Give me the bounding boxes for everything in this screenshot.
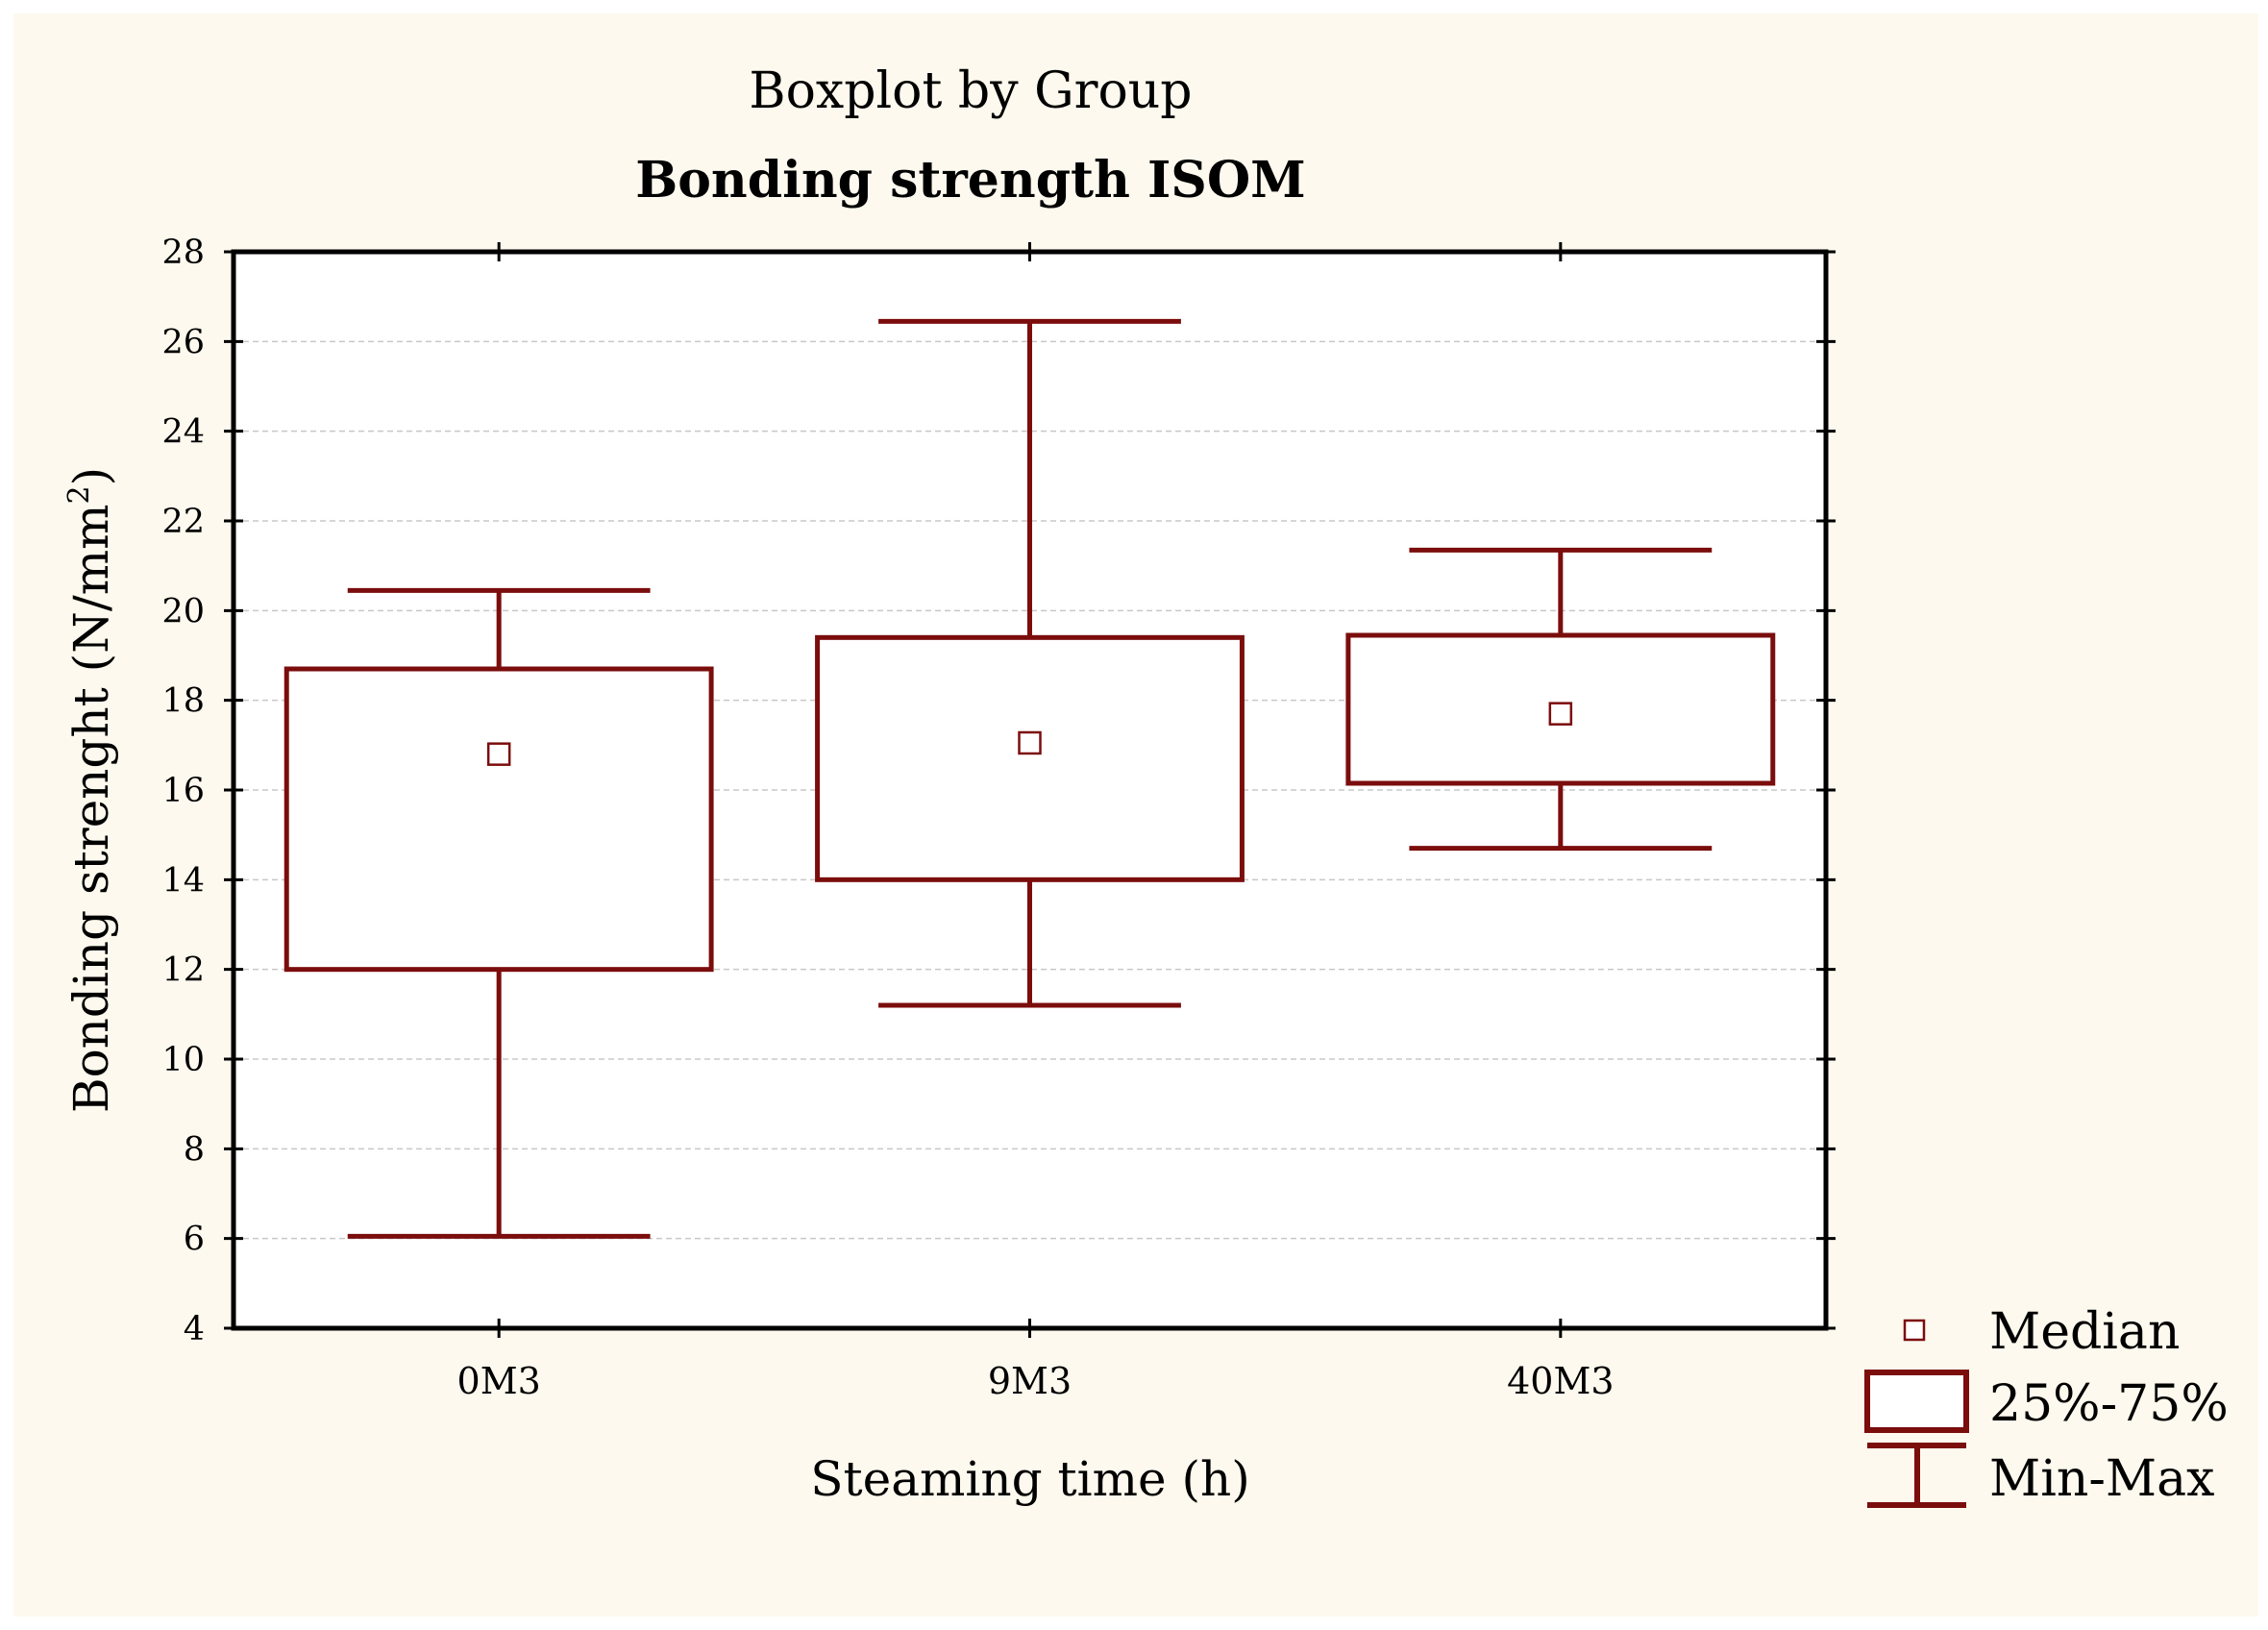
y-tick-labels: 4 6 8 10 12 14 16 18 20 22 24 26 28 bbox=[161, 234, 205, 1348]
y-axis-title-superscript: 2 bbox=[62, 485, 96, 504]
y-tick-label: 24 bbox=[161, 413, 205, 452]
plot-frame bbox=[231, 249, 1829, 1331]
y-tick-label: 28 bbox=[161, 234, 205, 272]
legend-box-swatch bbox=[1864, 1370, 1969, 1433]
chart-subtitle: Bonding strength ISOM bbox=[635, 151, 1305, 210]
median-marker bbox=[1548, 702, 1573, 726]
legend-median-marker bbox=[1903, 1319, 1926, 1342]
chart-title: Boxplot by Group bbox=[749, 62, 1192, 120]
median-marker bbox=[486, 742, 511, 766]
x-tick-labels: 0M3 9M3 40M3 bbox=[457, 1360, 1615, 1402]
boxplot-series bbox=[284, 318, 1776, 1239]
y-axis-title-main: Bonding strenght (N/mm bbox=[63, 504, 119, 1113]
box-group-0M3 bbox=[284, 587, 714, 1239]
y-tick-label: 10 bbox=[161, 1041, 205, 1079]
x-axis-title: Steaming time (h) bbox=[810, 1451, 1249, 1507]
box-group-9M3 bbox=[815, 318, 1245, 1008]
x-tick-label: 0M3 bbox=[457, 1360, 541, 1402]
legend-label-quartiles: 25%-75% bbox=[1989, 1375, 2229, 1433]
y-axis-title: Bonding strenght (N/mm2) bbox=[62, 467, 119, 1113]
y-tick-label: 12 bbox=[161, 951, 205, 990]
box-group-40M3 bbox=[1345, 547, 1776, 852]
y-tick-label: 16 bbox=[161, 772, 205, 810]
legend-label-median: Median bbox=[1989, 1303, 2180, 1361]
y-tick-label: 26 bbox=[161, 323, 205, 361]
y-tick-label: 20 bbox=[161, 592, 205, 630]
y-tick-label: 8 bbox=[184, 1130, 205, 1169]
y-axis-title-end: ) bbox=[63, 467, 119, 486]
median-marker bbox=[1018, 730, 1042, 755]
y-tick-label: 6 bbox=[184, 1221, 205, 1259]
y-tick-label: 22 bbox=[161, 503, 205, 541]
legend-label-minmax: Min-Max bbox=[1989, 1450, 2215, 1508]
legend: Median 25%-75% Min-Max bbox=[1864, 1303, 2229, 1508]
quartile-box bbox=[284, 666, 714, 973]
x-tick-label: 40M3 bbox=[1507, 1360, 1614, 1402]
y-tick-label: 4 bbox=[184, 1310, 205, 1348]
quartile-box bbox=[815, 634, 1245, 882]
y-tick-label: 18 bbox=[161, 682, 205, 721]
x-tick-label: 9M3 bbox=[988, 1360, 1072, 1402]
y-tick-label: 14 bbox=[161, 861, 205, 900]
